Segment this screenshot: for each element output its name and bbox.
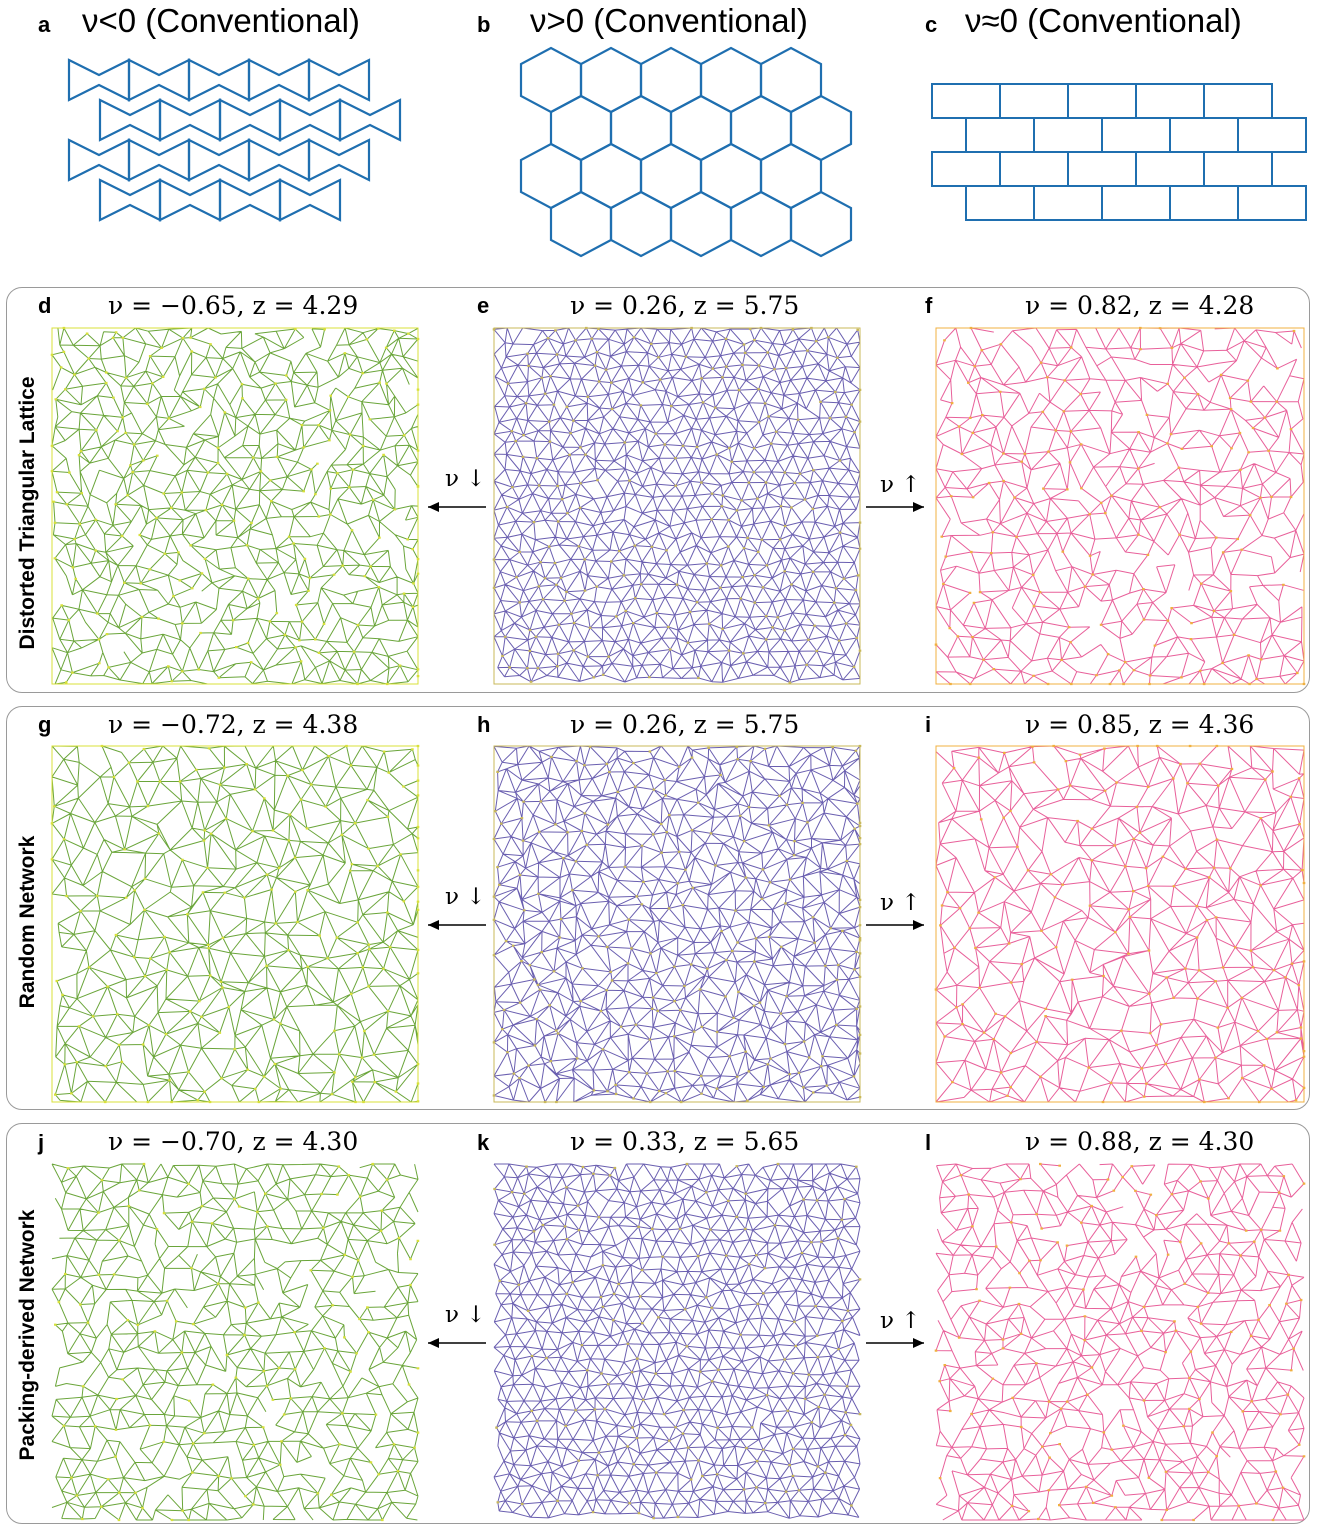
panel-label-l: l xyxy=(925,1130,932,1155)
row-box-distorted-triangular xyxy=(6,287,1310,693)
network-edges xyxy=(493,745,861,1103)
arrow-label-decrease-3: ν ↓ xyxy=(445,1302,486,1328)
panel-label-b: b xyxy=(477,12,491,37)
panel-title-b: ν>0 (Conventional) xyxy=(530,2,808,39)
network-edges xyxy=(493,327,861,684)
network-nodes xyxy=(934,1162,1306,1522)
panel-label-i: i xyxy=(925,712,932,737)
arrow-label-decrease-2: ν ↓ xyxy=(445,884,486,910)
network-green xyxy=(50,744,420,1104)
network-edges xyxy=(493,1163,861,1519)
panel-frame xyxy=(51,327,419,685)
panel-title-c: ν≈0 (Conventional) xyxy=(965,2,1242,39)
network-pink xyxy=(934,326,1306,686)
hexagonal-honeycomb xyxy=(519,46,853,258)
arrow-label-increase-1: ν ↑ xyxy=(880,472,921,498)
reentrant-honeycomb xyxy=(67,58,402,222)
panel-title-i: ν = 0.85, z = 4.36 xyxy=(1025,710,1255,739)
panel-label-j: j xyxy=(38,1130,45,1155)
arrow-left-2 xyxy=(428,920,486,930)
network-edges xyxy=(51,1163,419,1521)
network-nodes xyxy=(492,744,862,1104)
arrow-left-1 xyxy=(428,502,486,512)
panel-title-d: ν = −0.65, z = 4.29 xyxy=(108,291,359,320)
network-purple xyxy=(492,744,862,1104)
panel-label-e: e xyxy=(477,293,490,318)
arrow-label-decrease-1: ν ↓ xyxy=(445,466,486,492)
panel-title-l: ν = 0.88, z = 4.30 xyxy=(1025,1127,1255,1156)
network-purple xyxy=(493,1162,862,1520)
network-edges xyxy=(51,327,419,685)
arrow-right-3 xyxy=(866,1338,924,1348)
network-edges xyxy=(935,1163,1305,1521)
network-purple xyxy=(492,326,862,685)
panel-frame xyxy=(493,327,861,685)
brick-lattice xyxy=(931,83,1307,221)
panel-title-e: ν = 0.26, z = 5.75 xyxy=(570,291,800,320)
network-nodes xyxy=(54,1162,420,1522)
panel-title-g: ν = −0.72, z = 4.38 xyxy=(108,710,359,739)
panel-title-k: ν = 0.33, z = 5.65 xyxy=(570,1127,800,1156)
arrow-label-increase-3: ν ↑ xyxy=(880,1308,921,1334)
panel-label-h: h xyxy=(477,712,491,737)
network-pink xyxy=(934,1162,1306,1522)
panel-label-d: d xyxy=(38,293,52,318)
reentrant-cell xyxy=(278,178,342,222)
panel-frame xyxy=(935,745,1305,1103)
row-box-random xyxy=(6,706,1310,1110)
panel-label-k: k xyxy=(477,1130,490,1155)
network-green xyxy=(50,326,420,686)
panel-frame xyxy=(493,745,861,1103)
network-pink xyxy=(934,744,1306,1104)
panel-label-c: c xyxy=(925,12,938,37)
reentrant-cell xyxy=(307,138,371,182)
reentrant-honeycomb-diagram xyxy=(67,46,1307,258)
arrow-left-3 xyxy=(428,1338,486,1348)
panel-label-a: a xyxy=(38,12,51,37)
panel-label-g: g xyxy=(38,712,52,737)
panel-frame xyxy=(935,327,1305,685)
hexagon-cell xyxy=(789,190,853,258)
network-edges xyxy=(935,745,1305,1103)
panel-frame xyxy=(51,745,419,1103)
brick-cell xyxy=(1237,185,1307,221)
arrow-right-1 xyxy=(866,502,924,512)
reentrant-cell xyxy=(338,98,402,142)
panel-title-a: ν<0 (Conventional) xyxy=(82,2,360,39)
network-nodes xyxy=(50,744,420,1104)
panel-title-h: ν = 0.26, z = 5.75 xyxy=(570,710,800,739)
arrow-right-2 xyxy=(866,920,924,930)
arrow-label-increase-2: ν ↑ xyxy=(880,890,921,916)
panel-title-j: ν = −0.70, z = 4.30 xyxy=(108,1127,359,1156)
row-box-packing xyxy=(6,1123,1310,1524)
panel-label-f: f xyxy=(925,293,933,318)
panel-title-f: ν = 0.82, z = 4.28 xyxy=(1025,291,1255,320)
reentrant-cell xyxy=(307,58,371,102)
network-nodes xyxy=(493,1162,862,1520)
network-green xyxy=(51,1162,420,1522)
